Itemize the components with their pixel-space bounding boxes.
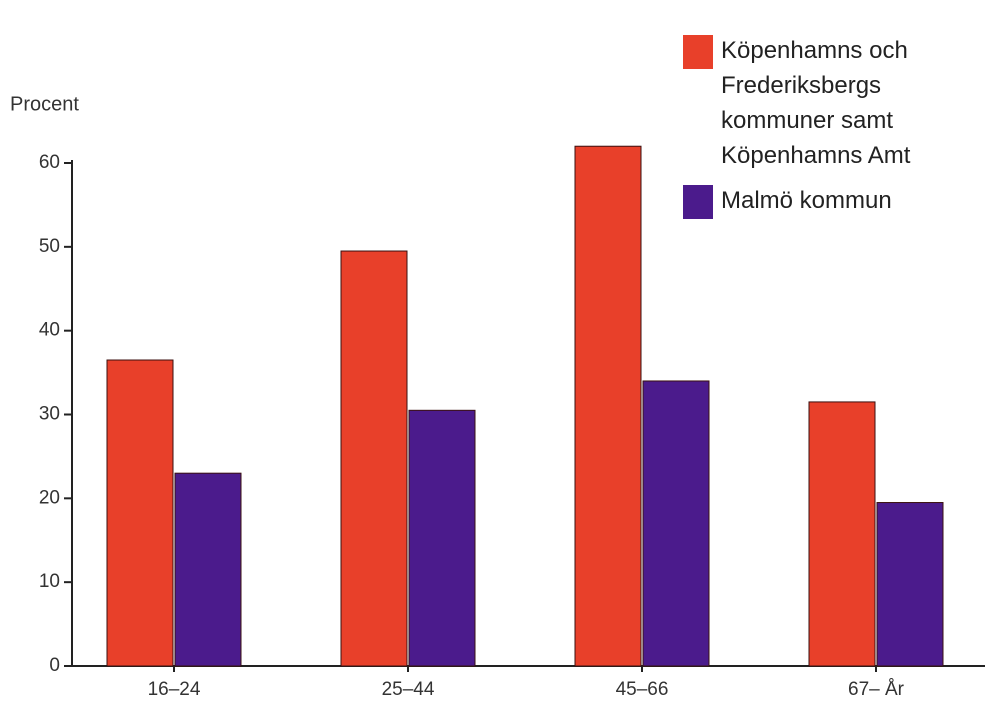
bar <box>106 359 174 667</box>
x-tick-label: 16–24 <box>148 679 201 700</box>
x-tick-label: 25–44 <box>382 679 435 700</box>
y-tick-label: 0 <box>49 655 60 676</box>
bar <box>408 409 476 667</box>
bar <box>174 472 242 667</box>
y-tick-label: 20 <box>39 487 60 508</box>
legend-swatch <box>683 35 713 69</box>
y-tick-label: 10 <box>39 571 60 592</box>
legend-item: Malmö kommun <box>683 185 983 219</box>
bar <box>340 250 408 667</box>
y-tick-label: 60 <box>39 152 60 173</box>
bar <box>876 502 944 667</box>
legend-label: Malmö kommun <box>721 187 892 214</box>
x-tick-label: 45–66 <box>616 679 669 700</box>
y-tick-label: 30 <box>39 404 60 425</box>
y-tick-label: 40 <box>39 320 60 341</box>
x-tick-label: 67– År <box>848 679 905 700</box>
bar <box>808 401 876 667</box>
legend-item: Köpenhamns och Frederiksbergs kommuner s… <box>683 35 983 173</box>
bar <box>642 380 710 667</box>
bar <box>574 145 642 667</box>
y-axis-label: Procent <box>10 93 79 115</box>
y-tick-label: 50 <box>39 236 60 257</box>
legend-swatch <box>683 185 713 219</box>
legend-label: Köpenhamns och Frederiksbergs kommuner s… <box>721 37 911 169</box>
